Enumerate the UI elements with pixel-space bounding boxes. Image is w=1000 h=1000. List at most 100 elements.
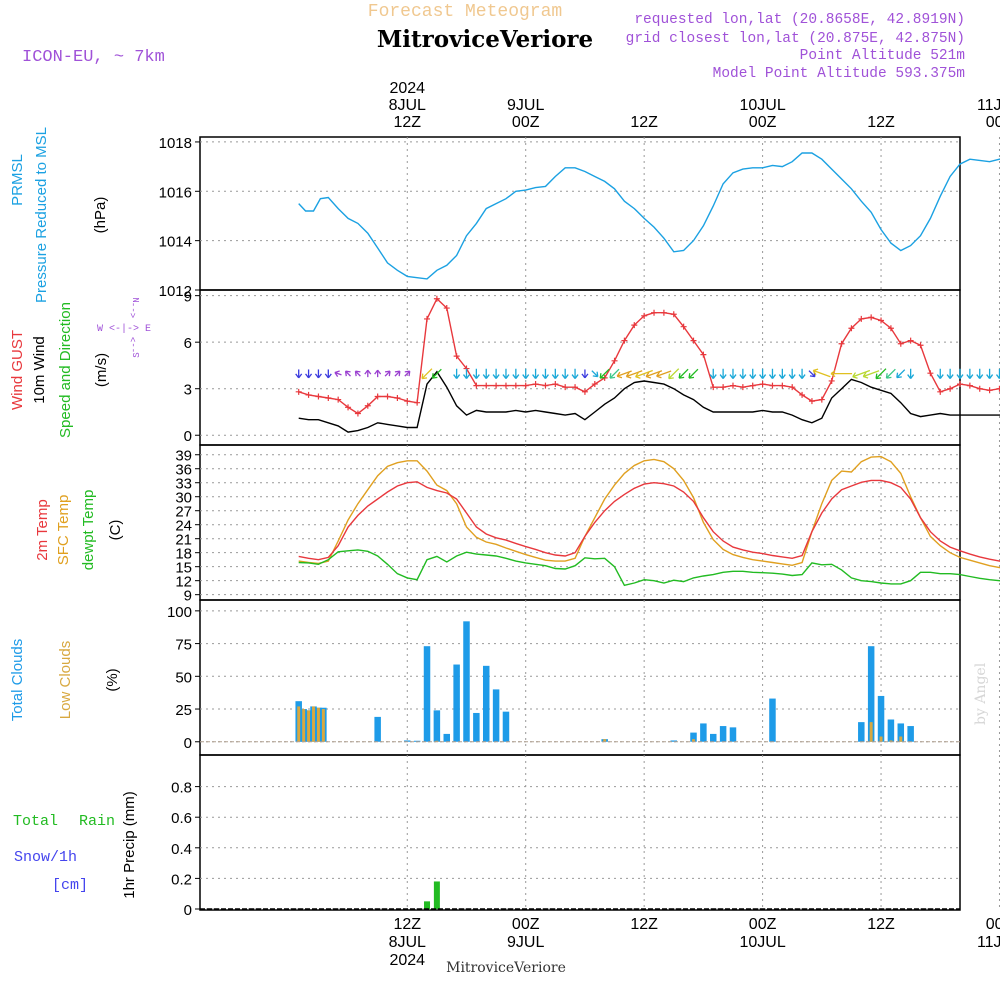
gust-marker-47: [759, 381, 766, 388]
wind-arrow-17: [482, 368, 490, 379]
wind-arrow-head-21: [522, 374, 530, 379]
gust-marker-3: [325, 395, 332, 402]
wind-arrow-60: [956, 368, 964, 379]
wind-arrow-52: [852, 369, 871, 379]
gust-marker-2: [315, 393, 322, 400]
series-temp-1: [298, 479, 1000, 562]
gust-marker-4: [335, 396, 342, 403]
wind-arrow-41: [729, 368, 737, 379]
bar-clouds-0-10: [433, 710, 441, 742]
bar-clouds-0-17: [502, 711, 510, 742]
wind-arrow-24: [551, 368, 559, 379]
gust-marker-44: [729, 382, 736, 389]
gust-marker-15: [443, 305, 450, 312]
ytick-label-temp-36: 36: [175, 462, 192, 479]
ytick-label-temp-15: 15: [175, 560, 192, 577]
axis-label-temp-3: (C): [107, 520, 124, 541]
gust-marker-25: [542, 382, 549, 389]
wind-arrow-shaft-28: [591, 370, 599, 378]
bar-clouds-0-19: [670, 740, 678, 742]
axis-label-clouds-0: Total Clouds: [9, 639, 26, 722]
bar-clouds-1-1: [302, 709, 306, 742]
wind-arrow-shaft-49: [808, 370, 816, 378]
series-temp-0: [298, 455, 1000, 569]
wind-arrow-head-57: [907, 374, 915, 379]
bar-clouds-0-20: [690, 732, 697, 742]
wind-arrow-head-2: [314, 373, 322, 379]
legend-rain: Rain: [79, 813, 115, 830]
wind-arrow-7: [364, 369, 372, 378]
gust-marker-55: [838, 340, 845, 347]
ytick-label-wind-0: 0: [184, 428, 192, 445]
ytick-label-temp-39: 39: [175, 448, 192, 465]
requested-lonlat: requested lon,lat (20.8658E, 42.8919N): [634, 12, 965, 28]
gust-marker-19: [483, 382, 490, 389]
wind-arrow-head-29: [599, 373, 606, 379]
wind-arrow-head-62: [976, 374, 984, 379]
axis-label-clouds-1: Low Clouds: [57, 641, 74, 719]
gust-marker-67: [957, 381, 963, 388]
wind-arrow-head-27: [581, 373, 589, 379]
wind-arrow-55: [885, 368, 896, 379]
wind-arrow-head-23: [541, 374, 549, 379]
wind-arrow-head-12: [421, 373, 428, 380]
gust-marker-28: [572, 384, 579, 391]
bottom-axis-hour-4: 12Z: [867, 916, 895, 933]
wind-arrow-10: [394, 370, 401, 377]
ytick-label-wind-9: 9: [184, 289, 192, 306]
gust-marker-7: [364, 402, 371, 409]
bar-clouds-0-16: [492, 689, 500, 742]
gust-marker-24: [532, 381, 539, 388]
gust-marker-6: [354, 410, 361, 417]
wind-arrow-head-42: [739, 374, 747, 379]
wind-arrow-head-59: [946, 374, 954, 379]
wind-arrow-head-6: [354, 370, 361, 377]
wind-arrow-head-38: [688, 373, 695, 379]
panel-frame-pressure: [199, 136, 961, 291]
wind-arrow-head-53: [862, 371, 869, 379]
bar-clouds-0-13: [463, 621, 470, 742]
point-altitude: Point Altitude 521m: [800, 48, 965, 64]
wind-arrow-13: [431, 368, 442, 379]
ytick-label-temp-9: 9: [184, 588, 192, 605]
gust-marker-9: [384, 393, 391, 400]
wind-arrow-head-61: [966, 374, 974, 379]
wind-arrow-head-10: [394, 370, 401, 377]
bar-clouds-1-9: [869, 722, 873, 742]
bar-clouds-0-24: [729, 727, 737, 742]
bar-clouds-0-25: [769, 698, 776, 742]
wind-arrow-4: [334, 370, 342, 377]
wind-arrow-head-50: [812, 368, 819, 376]
gust-marker-20: [493, 382, 500, 389]
wind-arrow-head-25: [561, 374, 569, 379]
gust-marker-37: [660, 309, 667, 316]
wind-arrow-57: [907, 368, 915, 379]
axis-label-precip-0: 1hr Precip (mm): [121, 791, 138, 899]
wind-arrow-6: [354, 370, 361, 377]
top-axis-hour-3: 00Z: [749, 114, 777, 131]
gust-marker-43: [720, 384, 727, 391]
bar-clouds-1-3: [312, 706, 315, 742]
wind-arrow-56: [896, 369, 906, 379]
series-wind-1: [298, 370, 1000, 433]
gust-marker-30: [591, 381, 598, 388]
wind-arrow-head-13: [431, 373, 438, 379]
ytick-label-temp-33: 33: [175, 476, 192, 493]
ytick-label-wind-3: 3: [184, 382, 192, 399]
top-axis-hour-5: 00Z: [986, 114, 1000, 131]
wind-arrow-head-56: [896, 372, 902, 379]
wind-arrow-shaft-54: [875, 368, 887, 380]
wind-arrow-11: [404, 370, 411, 377]
wind-arrow-shaft-9: [384, 370, 391, 377]
wind-arrow-53: [862, 370, 880, 379]
gust-marker-39: [680, 323, 687, 330]
wind-arrow-head-16: [472, 374, 480, 379]
bar-clouds-1-7: [603, 739, 607, 742]
wind-arrow-head-46: [778, 374, 786, 379]
wind-arrow-51: [830, 370, 853, 378]
wind-arrow-head-37: [678, 373, 685, 379]
bottom-axis-hour-5: 00Z: [986, 916, 1000, 933]
gust-marker-56: [848, 325, 855, 332]
bar-clouds-1-11: [889, 740, 893, 742]
gust-marker-16: [453, 353, 460, 360]
